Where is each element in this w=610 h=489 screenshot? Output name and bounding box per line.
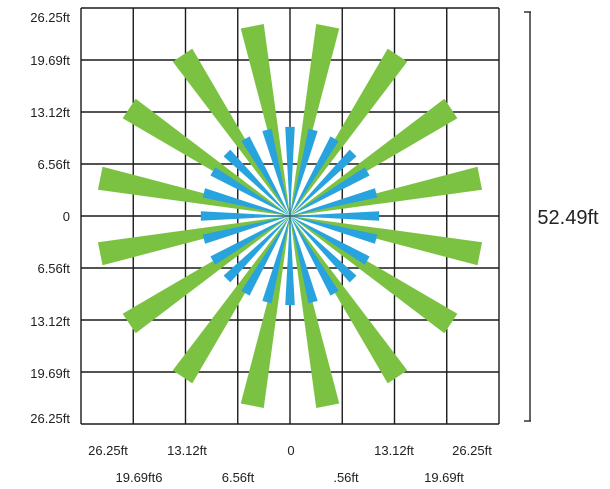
x-tick-label: .56ft [333,470,359,485]
y-tick-label: 6.56ft [37,261,70,276]
y-tick-label: 13.12ft [30,105,70,120]
x-tick-label: 13.12ft [167,443,207,458]
short-ray [290,188,378,216]
short-ray [290,211,380,221]
x-tick-label: 13.12ft [374,443,414,458]
long-ray [290,98,458,216]
short-ray [262,128,290,216]
x-tick-label: 0 [287,443,294,458]
long-ray [290,216,458,334]
short-ray [290,216,357,283]
short-ray [290,167,370,216]
long-ray [122,98,290,216]
y-tick-label: 13.12ft [30,314,70,329]
short-ray [210,167,290,216]
short-ray [290,128,318,216]
short-ray [223,216,290,283]
short-ray [200,211,290,221]
short-ray [202,216,290,244]
long-ray [172,216,290,384]
y-tick-label: 26.25ft [30,411,70,426]
long-ray [290,48,408,216]
long-ray [290,216,408,384]
short-ray [290,136,339,216]
y-tick-label: 0 [63,209,70,224]
short-ray [262,216,290,304]
short-ray [202,188,290,216]
dimension-bracket: 52.49ft [524,11,599,422]
short-ray [290,216,318,304]
short-ray [241,216,290,296]
short-ray [290,216,339,296]
short-ray [285,216,295,306]
x-tick-label: 19.69ft [424,470,464,485]
long-ray [172,48,290,216]
short-ray [285,126,295,216]
y-tick-label: 26.25ft [30,10,70,25]
y-axis-labels: 26.25ft 19.69ft 13.12ft 6.56ft 0 6.56ft … [30,10,70,426]
y-tick-label: 19.69ft [30,53,70,68]
short-ray [210,216,290,265]
x-tick-label: 6.56ft [222,470,255,485]
short-ray [223,149,290,216]
x-tick-label: 19.69ft6 [116,470,163,485]
y-tick-label: 19.69ft [30,366,70,381]
x-tick-label: 26.25ft [452,443,492,458]
long-ray [122,216,290,334]
short-ray [290,149,357,216]
short-rays-group [200,126,380,306]
y-tick-label: 6.56ft [37,157,70,172]
short-ray [290,216,370,265]
dimension-label: 52.49ft [537,207,599,229]
short-ray [290,216,378,244]
x-axis-labels: 26.25ft 13.12ft 0 13.12ft 26.25ft 19.69f… [88,443,492,485]
short-ray [241,136,290,216]
x-tick-label: 26.25ft [88,443,128,458]
